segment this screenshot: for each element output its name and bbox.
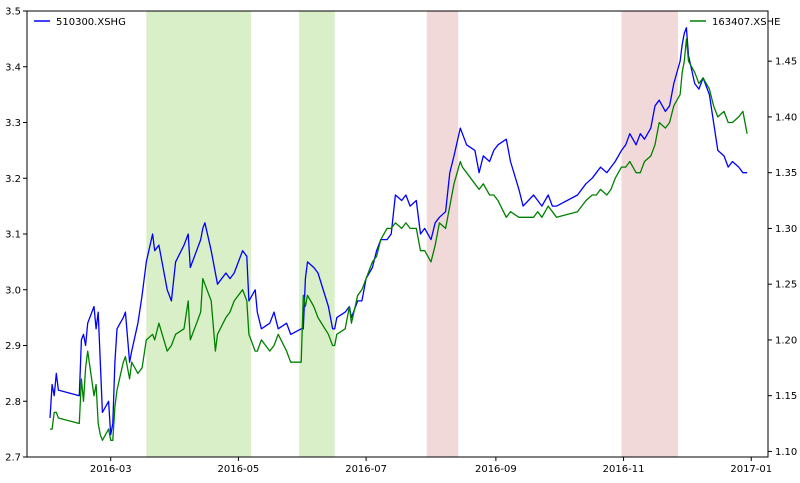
shaded-region-2 [426,11,459,457]
x-tick-label: 2017-01 [730,464,772,475]
y-right-tick-label: 1.25 [775,280,797,291]
x-tick-label: 2016-07 [345,464,387,475]
y-right-tick-label: 1.15 [775,391,797,402]
y-left-tick-label: 3.3 [5,118,21,129]
legend-left: 510300.XSHG [34,17,126,28]
y-left-tick-label: 3.1 [5,230,21,241]
y-left-tick-label: 2.8 [5,397,21,408]
x-tick-label: 2016-09 [475,464,517,475]
legend-left-label: 510300.XSHG [56,17,126,28]
series-lines [49,27,748,441]
legend-right-label: 163407.XSHE [712,17,780,28]
shaded-regions [146,11,678,457]
y-left-tick-label: 3.5 [5,7,21,18]
x-tick-label: 2016-11 [603,464,645,475]
y-left-tick-label: 2.9 [5,341,21,352]
shaded-region-3 [621,11,678,457]
y-right-tick-label: 1.20 [775,335,797,346]
shaded-region-0 [146,11,251,457]
x-tick-label: 2016-03 [90,464,132,475]
axes: 2016-03 2016-05 2016-07 2016-09 2016-11 2017-… [5,7,797,476]
y-right-tick-label: 1.10 [775,447,797,458]
shaded-region-1 [299,11,335,457]
y-right-tick-label: 1.45 [775,57,797,68]
y-left-tick-label: 3.0 [5,285,21,296]
y-right-tick-label: 1.40 [775,112,797,123]
y-right-tick-label: 1.35 [775,168,797,179]
series-line-163407.XSHE [50,38,748,441]
y-left-tick-label: 3.4 [5,62,21,73]
y-left-tick-label: 2.7 [5,453,21,464]
x-tick-label: 2016-05 [218,464,260,475]
y-right-tick-label: 1.30 [775,224,797,235]
legend-right: 163407.XSHE [690,17,780,28]
y-left-tick-label: 3.2 [5,174,21,185]
